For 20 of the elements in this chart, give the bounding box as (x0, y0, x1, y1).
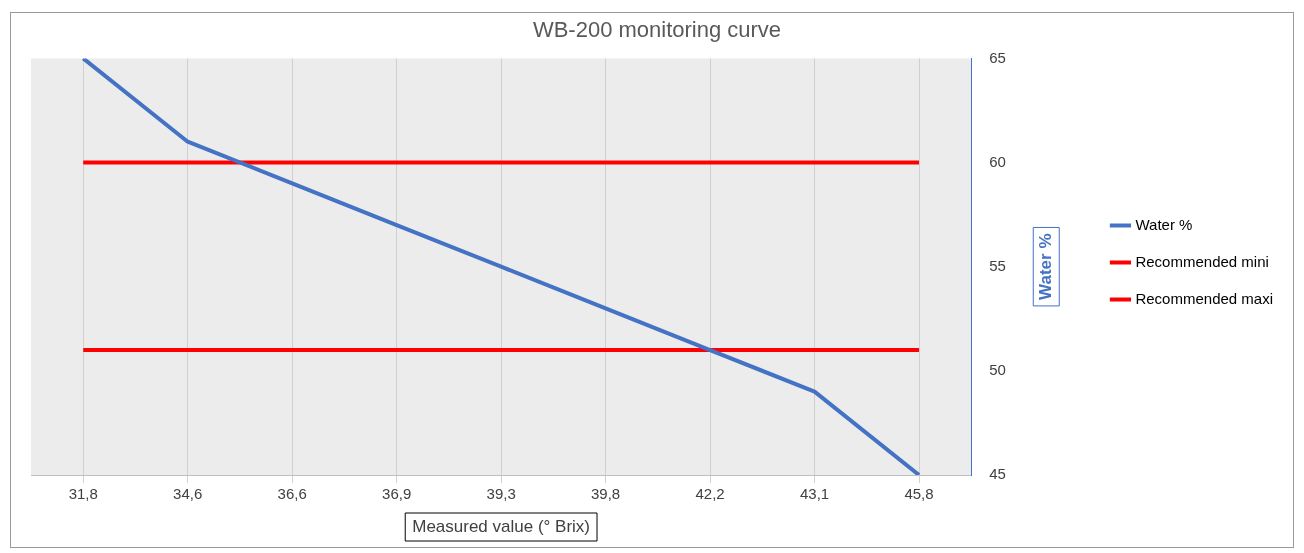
x-tick-label: 42,2 (695, 485, 725, 503)
x-tick-label: 43,1 (799, 485, 830, 503)
y-tick-label: 45 (989, 465, 1006, 483)
x-axis-title: Measured value (° Brix) (412, 516, 591, 536)
y-tick-label: 50 (989, 360, 1006, 378)
y-tick-label: 65 (989, 48, 1006, 66)
y-axis-title: Water % (1035, 233, 1055, 300)
x-tick-label: 34,6 (173, 485, 203, 503)
x-tick-label: 36,6 (277, 485, 307, 503)
x-tick-label: 45,8 (904, 485, 934, 503)
legend-label: Recommended mini (1135, 252, 1269, 270)
chart-title: WB-200 monitoring curve (532, 17, 782, 43)
x-tick-label: 36,9 (382, 485, 412, 503)
x-tick-label: 39,8 (591, 485, 621, 503)
y-tick-label: 55 (989, 256, 1006, 274)
legend-label: Recommended maxi (1135, 289, 1274, 307)
y-tick-label: 60 (989, 152, 1006, 170)
x-tick-label: 39,3 (486, 485, 516, 503)
legend-label: Water % (1135, 215, 1193, 233)
x-tick-label: 31,8 (68, 485, 98, 503)
